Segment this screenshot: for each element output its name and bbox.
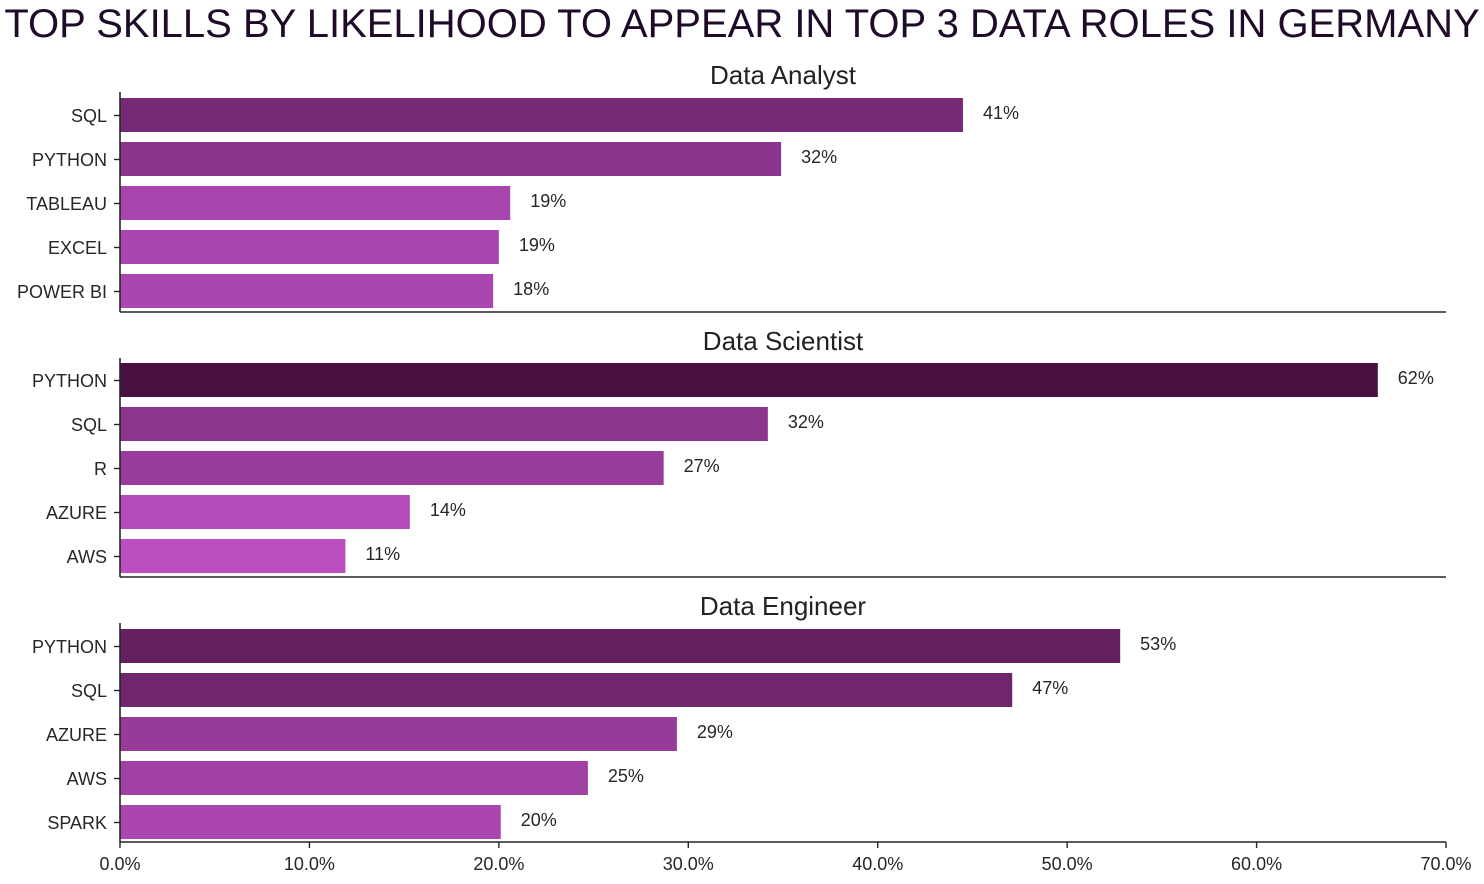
data-label: 32% (788, 412, 824, 432)
y-tick-label: TABLEAU (26, 194, 107, 214)
x-tick-label: 60.0% (1231, 854, 1282, 874)
y-tick-label: AZURE (46, 725, 107, 745)
x-tick-label: 40.0% (852, 854, 903, 874)
bar (120, 805, 501, 839)
x-tick-label: 0.0% (99, 854, 140, 874)
bar (120, 142, 782, 176)
x-tick-label: 20.0% (473, 854, 524, 874)
y-tick-label: AZURE (46, 503, 107, 523)
data-label: 27% (684, 456, 720, 476)
y-tick-label: SQL (71, 106, 107, 126)
y-tick-label: PYTHON (32, 371, 107, 391)
bar (120, 363, 1378, 397)
y-tick-label: SQL (71, 415, 107, 435)
bar (120, 274, 494, 308)
subplot-title: Data Scientist (703, 326, 864, 356)
data-label: 11% (365, 544, 400, 564)
data-label: 41% (983, 103, 1019, 123)
data-label: 14% (430, 500, 466, 520)
data-label: 18% (513, 279, 549, 299)
subplot-title: Data Analyst (710, 60, 857, 90)
data-label: 25% (608, 766, 644, 786)
y-tick-label: R (94, 459, 107, 479)
data-label: 62% (1398, 368, 1434, 388)
x-tick-label: 70.0% (1420, 854, 1471, 874)
data-label: 29% (697, 722, 733, 742)
data-label: 19% (530, 191, 566, 211)
x-tick-label: 10.0% (284, 854, 335, 874)
bar (120, 451, 664, 485)
bar (120, 407, 768, 441)
bar (120, 230, 499, 264)
data-label: 32% (801, 147, 837, 167)
bar (120, 629, 1121, 663)
x-tick-label: 30.0% (663, 854, 714, 874)
x-tick-label: 50.0% (1042, 854, 1093, 874)
bar (120, 761, 588, 795)
bar (120, 186, 511, 220)
y-tick-label: PYTHON (32, 150, 107, 170)
bar (120, 98, 963, 132)
bar (120, 717, 677, 751)
data-label: 53% (1140, 634, 1176, 654)
bar (120, 495, 410, 529)
y-tick-label: PYTHON (32, 637, 107, 657)
bar (120, 673, 1013, 707)
y-tick-label: AWS (67, 547, 107, 567)
y-tick-label: POWER BI (17, 282, 107, 302)
bar (120, 539, 346, 573)
chart-title: TOP SKILLS BY LIKELIHOOD TO APPEAR IN TO… (4, 2, 1480, 46)
subplot-title: Data Engineer (700, 591, 867, 621)
y-tick-label: AWS (67, 769, 107, 789)
data-label: 20% (521, 810, 557, 830)
y-tick-label: EXCEL (48, 238, 107, 258)
y-tick-label: SQL (71, 681, 107, 701)
y-tick-label: SPARK (47, 813, 107, 833)
data-label: 19% (519, 235, 555, 255)
data-label: 47% (1032, 678, 1068, 698)
